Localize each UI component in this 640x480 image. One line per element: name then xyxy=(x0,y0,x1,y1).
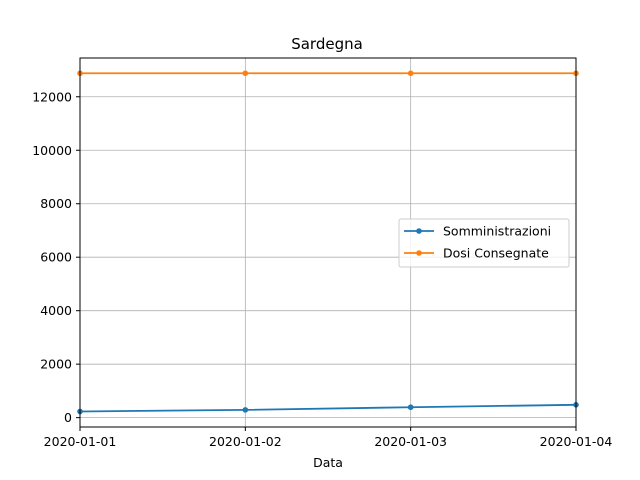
y-tick-label: 12000 xyxy=(32,89,72,104)
legend-swatch-marker xyxy=(416,228,422,234)
y-tick-label: 4000 xyxy=(40,303,72,318)
chart-title: Sardegna xyxy=(291,35,363,53)
legend: Somministrazioni Dosi Consegnate xyxy=(398,218,570,268)
data-point xyxy=(407,404,414,411)
x-tick-label: 2020-01-04 xyxy=(540,434,613,449)
series-line xyxy=(79,403,577,413)
x-tick-label: 2020-01-01 xyxy=(44,434,117,449)
data-point xyxy=(407,70,414,77)
x-axis: 2020-01-01 2020-01-02 2020-01-03 2020-01-04 xyxy=(44,427,613,449)
data-point xyxy=(242,407,249,413)
x-tick-label: 2020-01-02 xyxy=(209,434,282,449)
y-tick-label: 6000 xyxy=(40,250,72,265)
data-point xyxy=(242,70,249,77)
y-tick-label: 10000 xyxy=(32,143,72,158)
y-tick-label: 8000 xyxy=(40,196,72,211)
x-axis-label: Data xyxy=(313,455,343,470)
y-axis: 0 2000 4000 6000 8000 10000 12000 xyxy=(32,89,80,425)
legend-swatch-marker xyxy=(416,250,422,256)
y-tick-label: 0 xyxy=(64,410,72,425)
plot-area-frame xyxy=(79,57,577,428)
x-tick-label: 2020-01-03 xyxy=(374,434,447,449)
legend-label: Dosi Consegnate xyxy=(443,246,549,261)
y-tick-label: 2000 xyxy=(40,357,72,372)
legend-box xyxy=(398,218,570,268)
legend-label: Somministrazioni xyxy=(443,224,551,239)
